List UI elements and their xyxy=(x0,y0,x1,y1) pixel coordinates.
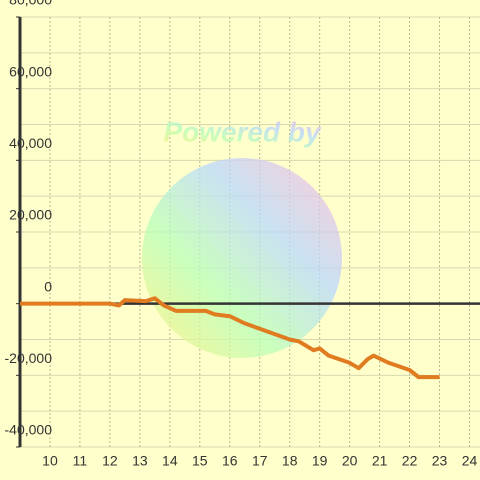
watermark: Powered by xyxy=(163,116,322,147)
x-tick-label: 11 xyxy=(73,453,88,469)
x-tick-label: 17 xyxy=(252,453,268,469)
y-tick-label: 40,000 xyxy=(9,135,52,151)
y-tick-label: 60,000 xyxy=(9,63,52,79)
x-tick-label: 18 xyxy=(282,453,298,469)
x-tick-label: 22 xyxy=(402,453,418,469)
y-tick-label: 80,000 xyxy=(9,0,52,8)
y-tick-label: 0 xyxy=(44,278,52,294)
line xyxy=(20,296,440,380)
x-tick-label: 12 xyxy=(102,453,118,469)
x-tick-label: 13 xyxy=(132,453,148,469)
y-tick-label: -40,000 xyxy=(5,422,53,438)
x-tick-label: 21 xyxy=(372,453,388,469)
watermark-logo xyxy=(142,158,342,358)
x-tick-label: 10 xyxy=(42,453,58,469)
x-tick-label: 24 xyxy=(462,453,478,469)
x-tick-label: 20 xyxy=(342,453,358,469)
x-tick-label: 16 xyxy=(222,453,238,469)
x-tick-label: 15 xyxy=(192,453,208,469)
x-tick-label: 23 xyxy=(432,453,448,469)
y-tick-label: -20,000 xyxy=(5,350,53,366)
y-tick-label: 20,000 xyxy=(9,207,52,223)
x-tick-label: 14 xyxy=(162,453,178,469)
x-tick-label: 19 xyxy=(312,453,328,469)
